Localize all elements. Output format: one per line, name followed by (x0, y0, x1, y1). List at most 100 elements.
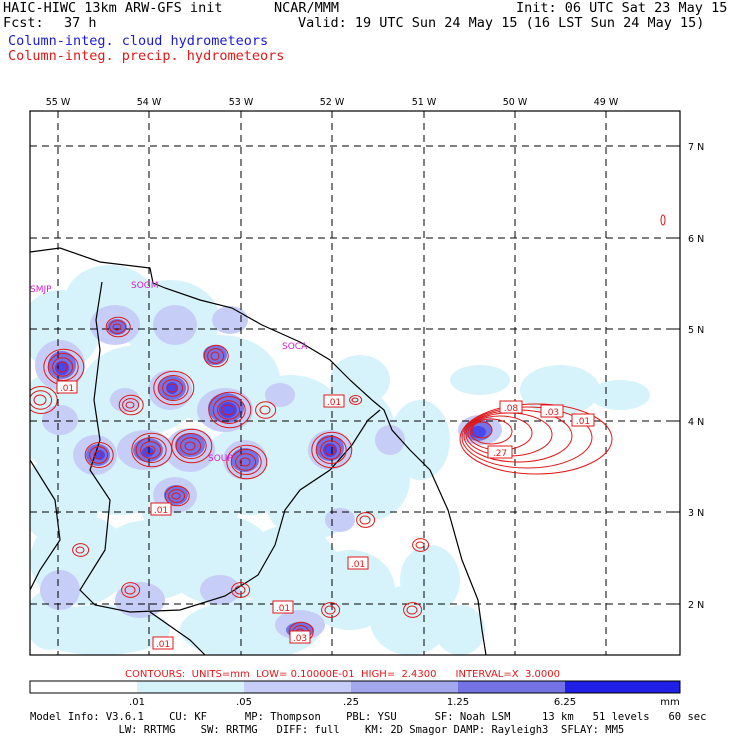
precip-contour (239, 457, 251, 467)
cloud-core (231, 448, 259, 472)
cloud-blob (400, 545, 460, 615)
border-south (149, 611, 206, 655)
lat-label: 6 N (688, 234, 704, 245)
cloud-blob (325, 508, 355, 532)
lon-label: 52 W (320, 97, 345, 108)
precip-contour (164, 485, 190, 507)
coastline-borders (30, 247, 487, 655)
precip-contour (166, 383, 178, 393)
plot-frame (29, 110, 681, 656)
cloud-blob (590, 380, 650, 410)
colorbar-segment (244, 681, 351, 693)
precip-contour (93, 450, 103, 460)
svg-text:.03: .03 (545, 408, 559, 418)
contour-label: .01 (56, 380, 78, 394)
precip-contour (171, 428, 213, 464)
colorbar-frame (29, 680, 681, 694)
precip-contour (324, 605, 336, 615)
contour-label: .01 (571, 413, 595, 427)
lon-label: 55 W (46, 97, 71, 108)
precip-contour (212, 396, 246, 424)
svg-text:.01: .01 (351, 560, 365, 570)
contour-label: .08 (499, 400, 523, 414)
field-precip-label: Column-integ. precip. hydrometeors (8, 48, 285, 64)
cloud-blob (330, 440, 410, 520)
lon-label: 49 W (594, 97, 619, 108)
precip-contour (235, 453, 257, 471)
contour-label: .03 (540, 404, 564, 418)
precip-contour (105, 316, 131, 338)
precip-contour (259, 405, 271, 415)
precip-contour (171, 492, 181, 500)
valid-time: Valid: 19 UTC Sun 24 May 15 (16 LST Sun … (298, 15, 705, 31)
svg-text:.01: .01 (276, 604, 290, 614)
lon-label: 53 W (229, 97, 254, 108)
coastline (30, 247, 487, 655)
precip-contour (168, 489, 186, 503)
contour-label: .01 (150, 502, 172, 516)
precip-contour (230, 449, 262, 475)
field-cloud-label: Column-integ. cloud hydrometeors (8, 33, 269, 49)
precip-contour (415, 541, 425, 549)
colorbar-segment (351, 681, 458, 693)
contour-label: .27 (487, 445, 513, 459)
precip-contour (180, 437, 202, 455)
precip-contour (359, 515, 371, 525)
svg-text:.01: .01 (156, 640, 170, 650)
contour-value-labels: .01 .01 .01 .01 .01 .01 .03 .08 .03 .01 … (56, 380, 595, 650)
cloud-blob (520, 365, 600, 415)
precip-contour (234, 585, 246, 595)
precip-contour (112, 323, 122, 331)
lat-label: 2 N (688, 600, 704, 611)
svg-text:.01: .01 (154, 506, 168, 516)
colorbar-tick: .01 (129, 697, 145, 708)
contour-label: .01 (272, 600, 294, 614)
lat-label: 5 N (688, 325, 704, 336)
station-soca: SOCA (282, 342, 308, 352)
cloud-blob (115, 582, 165, 618)
shading-layer (30, 265, 650, 655)
svg-text:.01: .01 (60, 384, 74, 394)
precip-contour (320, 440, 342, 460)
precip-contour (231, 582, 251, 598)
forecast-hour: 37 h (64, 15, 97, 31)
precip-contour (184, 441, 196, 451)
precip-contour (226, 444, 268, 480)
precip-contour (144, 445, 156, 455)
station-soup: SOUP (208, 454, 233, 464)
precip-contour (33, 394, 47, 406)
precip-contour (471, 421, 493, 439)
cloud-blob (200, 575, 240, 605)
station-smjp: SMJP (30, 285, 52, 295)
svg-text:.01: .01 (576, 417, 590, 427)
precip-contour (121, 582, 141, 598)
precip-contour (351, 397, 359, 403)
colorbar-tick: .25 (343, 697, 359, 708)
precip-contours (30, 214, 666, 643)
precip-contour (30, 390, 53, 410)
precip-contour (459, 403, 613, 475)
colorbar-tick: 6.25 (554, 697, 576, 708)
cloud-blob (450, 365, 510, 395)
cloud-blob (330, 355, 390, 405)
cloud-blob (265, 383, 295, 407)
lat-label: 3 N (688, 508, 704, 519)
precip-contour (125, 401, 135, 409)
cloud-blob (40, 570, 80, 610)
border-suriname-guyane (79, 281, 381, 613)
precip-contour (660, 214, 666, 226)
contour-info: CONTOURS: UNITS=mm LOW= 0.10000E-01 HIGH… (125, 669, 560, 680)
station-sogm: SOGM (131, 281, 159, 291)
precip-contour (461, 406, 593, 469)
precip-contour (52, 357, 74, 377)
contour-label: .01 (152, 636, 174, 650)
cloud-blob (42, 405, 78, 435)
model-info-line1: Model Info: V3.6.1 CU: KF MP: Thompson P… (30, 711, 707, 723)
forecast-label: Fcst: (3, 15, 44, 31)
svg-text:.27: .27 (493, 449, 507, 459)
precip-contour (122, 398, 140, 412)
station-labels: SMJP SOGM SOCA SOUP (30, 281, 308, 464)
lat-label: 4 N (688, 417, 704, 428)
cloud-blob (212, 306, 248, 334)
